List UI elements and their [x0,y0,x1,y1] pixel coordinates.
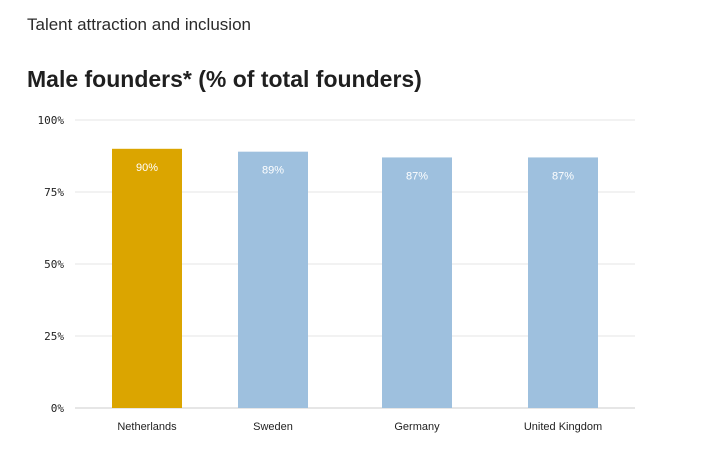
x-tick-label: Netherlands [117,421,177,433]
y-tick-label: 25% [44,330,64,343]
data-label: 87% [406,170,428,182]
y-tick-label: 50% [44,258,64,271]
data-label: 90% [136,162,158,174]
y-tick-label: 100% [38,114,65,127]
x-tick-label: United Kingdom [524,421,602,433]
section-title: Talent attraction and inclusion [27,15,251,34]
data-label: 89% [262,165,284,177]
y-tick-label: 0% [51,402,65,415]
chart-title: Male founders* (% of total founders) [27,66,422,92]
bar-sweden [238,151,308,408]
x-tick-label: Sweden [253,421,293,433]
x-tick-label: Germany [394,421,440,433]
data-label: 87% [552,170,574,182]
bar-germany [382,157,452,408]
y-tick-label: 75% [44,186,64,199]
bar-united-kingdom [528,157,598,408]
bar-netherlands [112,148,182,409]
